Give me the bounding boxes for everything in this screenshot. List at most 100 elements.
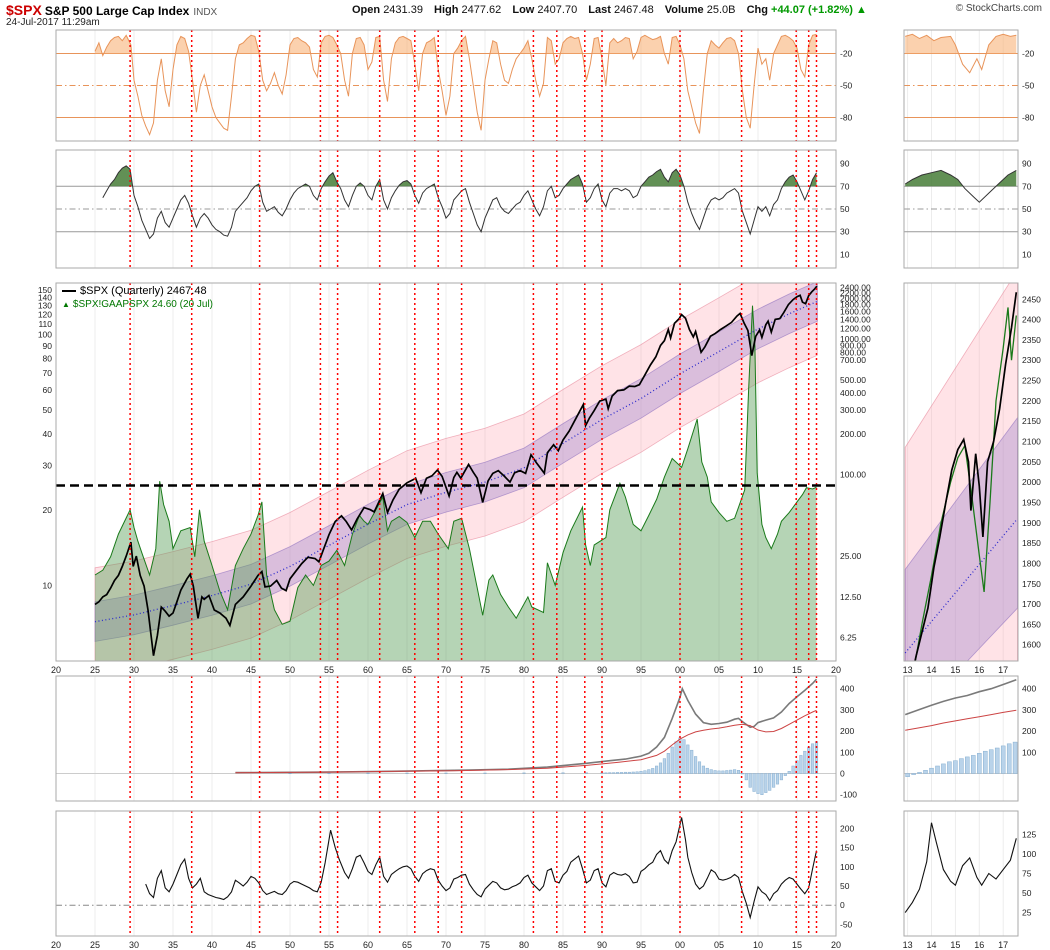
up-arrow-icon: ▲ — [856, 4, 867, 16]
mini-spread-bars — [953, 760, 958, 774]
spread-bars — [643, 770, 647, 774]
axis-tick-label: 50 — [1022, 204, 1032, 214]
spread-bars — [768, 773, 772, 791]
axis-tick-label: 1950 — [1022, 497, 1041, 507]
spread-bars — [444, 772, 448, 774]
chart-header: $SPX S&P 500 Large Cap Index INDX — [6, 2, 217, 20]
spread-bars — [655, 765, 659, 774]
mini-rsi-border — [903, 149, 1019, 269]
datetime-label: 24-Jul-2017 11:29am — [6, 17, 100, 28]
axis-tick-label: 110 — [38, 319, 52, 329]
legend-pe-text: $SPX!GAAPSPX 24.60 (20 Jul) — [72, 299, 213, 310]
axis-tick-label: 30 — [129, 940, 139, 950]
axis-tick-label: 25 — [90, 665, 100, 675]
spread-bars — [725, 770, 729, 774]
spread-bars — [690, 749, 694, 774]
spread-bars — [658, 762, 663, 774]
axis-tick-label: 2450 — [1022, 294, 1041, 304]
axis-tick-label: 25.00 — [840, 551, 862, 561]
quote-high: High 2477.62 — [434, 4, 501, 16]
spread-bars — [752, 773, 756, 792]
rsi-line — [102, 165, 817, 240]
axis-tick-label: 40 — [207, 940, 217, 950]
mini-momentum-border — [903, 810, 1019, 937]
spread-bars — [612, 772, 616, 774]
axis-tick-label: 85 — [558, 665, 568, 675]
axis-tick-label: 1000.00 — [840, 334, 871, 344]
legend-pe: ▲ $SPX!GAAPSPX 24.60 (20 Jul) — [62, 299, 213, 310]
mini-breadth-plot — [904, 676, 1018, 801]
last-value: 2467.48 — [613, 4, 654, 16]
axis-tick-label: 200 — [840, 823, 854, 833]
axis-tick-label: 80 — [519, 940, 529, 950]
axis-tick-label: 10 — [43, 580, 53, 590]
spread-bars — [764, 773, 768, 793]
axis-tick-label: -20 — [840, 48, 853, 58]
axis-tick-label: 30 — [840, 227, 850, 237]
axis-tick-label: 1800.00 — [840, 300, 871, 310]
axis-tick-label: 25 — [90, 940, 100, 950]
axis-tick-label: 00 — [675, 940, 685, 950]
exchange-label: INDX — [193, 7, 218, 18]
axis-tick-label: 1200.00 — [840, 323, 871, 333]
axis-tick-label: 35 — [168, 665, 178, 675]
axis-tick-label: 25 — [1022, 908, 1032, 918]
spread-bars — [736, 770, 741, 774]
spread-bars — [721, 770, 725, 774]
axis-tick-label: 16 — [974, 665, 984, 675]
spread-bars — [787, 771, 791, 774]
quote-chg: Chg +44.07 (+1.82%) ▲ — [747, 4, 867, 16]
rsi-plot — [56, 150, 836, 268]
axis-tick-label: 70 — [441, 665, 451, 675]
axis-tick-label: 2150 — [1022, 416, 1041, 426]
axis-tick-label: 0 — [840, 900, 845, 910]
axis-tick-label: 2200 — [1022, 396, 1041, 406]
axis-tick-label: 90 — [597, 940, 607, 950]
mini-spread-bars — [965, 756, 970, 774]
mini-spread-bars — [977, 753, 982, 774]
axis-tick-label: 200.00 — [840, 429, 866, 439]
spread-bars — [807, 746, 811, 774]
mini-gray-line — [904, 679, 1017, 716]
spread-bars — [756, 773, 760, 794]
spread-bars — [483, 772, 487, 774]
momentum-plot — [56, 811, 836, 936]
mini-williams-r-border — [903, 29, 1019, 142]
axis-tick-label: 500.00 — [840, 375, 866, 385]
axis-tick-label: 45 — [246, 665, 256, 675]
axis-tick-label: 15 — [792, 940, 802, 950]
axis-tick-label: 95 — [636, 940, 646, 950]
spread-bars — [608, 772, 612, 774]
mini-spread-bars — [959, 758, 964, 774]
spread-bars — [678, 737, 682, 774]
axis-tick-label: 100 — [38, 329, 52, 339]
mini-spread-bars — [983, 750, 988, 774]
spread-bars — [709, 769, 713, 774]
axis-tick-label: 14 — [926, 665, 936, 675]
mini-spread-bars — [988, 749, 994, 774]
spread-bars — [783, 773, 787, 776]
open-value: 2431.39 — [383, 4, 423, 16]
axis-tick-label: 10 — [840, 249, 850, 259]
mini-spread-bars — [923, 770, 928, 774]
axis-tick-label: 50 — [43, 405, 53, 415]
legend-price-text: $SPX (Quarterly) 2467.48 — [80, 285, 207, 297]
spread-bars — [779, 773, 783, 781]
mini-price-plot — [904, 283, 1018, 661]
axis-tick-label: 00 — [675, 665, 685, 675]
williams-r-border — [55, 29, 837, 142]
axis-tick-label: 900.00 — [840, 340, 866, 350]
axis-tick-label: 1600 — [1022, 640, 1041, 650]
axis-tick-label: 2300 — [1022, 355, 1041, 365]
axis-tick-label: 13 — [903, 940, 913, 950]
spread-bars — [662, 758, 666, 774]
spread-bars — [623, 771, 627, 774]
axis-tick-label: 100 — [1022, 747, 1036, 757]
axis-tick-label: 20 — [51, 940, 61, 950]
spread-bars — [697, 761, 702, 774]
axis-tick-label: 70 — [1022, 181, 1032, 191]
mini-spread-bars — [1000, 745, 1006, 774]
mini-spread-bars — [929, 767, 934, 774]
low-value: 2407.70 — [537, 4, 578, 16]
mini-williams-r-plot — [904, 30, 1018, 141]
